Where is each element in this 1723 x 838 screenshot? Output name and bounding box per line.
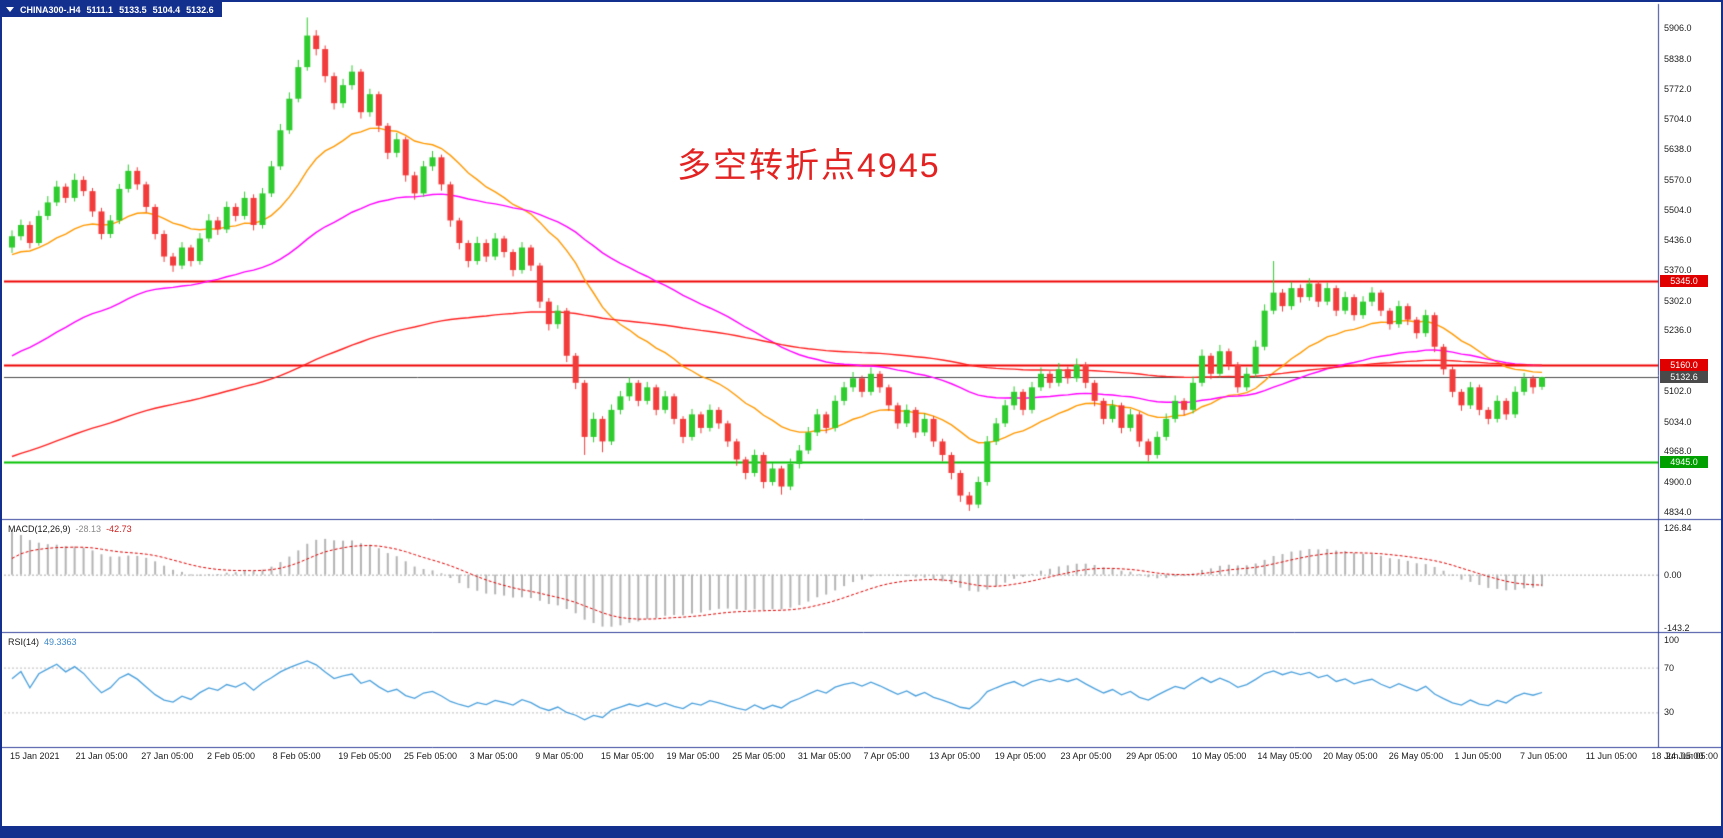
time-tick-label: 9 Mar 05:00 <box>535 751 584 761</box>
time-tick-label: 2 Feb 05:00 <box>206 751 255 761</box>
time-tick-label: 15 Mar 05:00 <box>600 751 654 761</box>
time-tick-label: 18 Jun 05:00 <box>1651 751 1704 761</box>
price-tick-label: 5370.0 <box>1664 265 1692 276</box>
rsi-indicator-name: RSI(14) <box>8 637 40 647</box>
time-tick-label: 19 Feb 05:00 <box>338 751 392 761</box>
rsi-tick-label: 30 <box>1664 707 1675 718</box>
price-tick-label: 5704.0 <box>1664 114 1692 125</box>
macd-tick-label: 0.00 <box>1664 569 1682 580</box>
time-tick-label: 7 Jun 05:00 <box>1520 751 1568 761</box>
time-tick-label: 26 May 05:00 <box>1388 751 1444 761</box>
price-tag-4945.0: 4945.0 <box>1660 455 1708 468</box>
chart-annotation: 多空转折点4945 <box>677 147 941 185</box>
quote-low: 5104.4 <box>152 4 181 15</box>
time-tick-label: 25 Mar 05:00 <box>732 751 786 761</box>
time-tick-label: 20 May 05:00 <box>1323 751 1378 761</box>
quote-close: 5132.6 <box>186 4 214 15</box>
time-tick-label: 31 Mar 05:00 <box>797 751 851 761</box>
time-tick-label: 3 Mar 05:00 <box>469 751 518 761</box>
chart-icon <box>6 7 14 12</box>
rsi-value: 49.3363 <box>44 637 77 647</box>
time-tick-label: 13 Apr 05:00 <box>929 751 981 761</box>
price-tick-label: 5436.0 <box>1664 235 1692 246</box>
macd-tick-label: -143.2 <box>1664 622 1690 633</box>
window-bottom-bar <box>2 826 1721 838</box>
time-tick-label: 19 Mar 05:00 <box>666 751 720 761</box>
macd-signal-value: -42.73 <box>106 524 132 534</box>
price-tag-5345.0: 5345.0 <box>1660 275 1708 288</box>
time-tick-label: 7 Apr 05:00 <box>863 751 910 761</box>
price-tick-label: 5034.0 <box>1664 416 1692 427</box>
time-tick-label: 24 Jun 05:00 <box>1665 751 1718 761</box>
price-tick-label: 4834.0 <box>1664 506 1692 517</box>
time-tick-label: 15 Jan 2021 <box>10 751 60 761</box>
symbol-label: CHINA300-.H4 <box>20 4 81 15</box>
time-tick-label: 8 Feb 05:00 <box>272 751 321 761</box>
time-tick-label: 25 Feb 05:00 <box>403 751 457 761</box>
price-tag-5160.0: 5160.0 <box>1660 358 1708 371</box>
price-tick-label: 5772.0 <box>1664 83 1692 94</box>
time-tick-label: 14 May 05:00 <box>1257 751 1312 761</box>
price-tick-label: 5504.0 <box>1664 204 1692 215</box>
time-tick-label: 11 Jun 05:00 <box>1585 751 1638 761</box>
quote-high: 5133.5 <box>119 4 147 15</box>
time-tick-label: 23 Apr 05:00 <box>1060 751 1112 761</box>
time-tick-label: 10 May 05:00 <box>1191 751 1247 761</box>
time-tick-label: 29 Apr 05:00 <box>1126 751 1178 761</box>
macd-value: -28.13 <box>75 524 102 534</box>
price-tick-label: 5102.0 <box>1664 385 1692 396</box>
rsi-panel-label: RSI(14) 49.3363 <box>8 637 77 647</box>
rsi-tick-label: 70 <box>1664 662 1675 673</box>
macd-panel-label: MACD(12,26,9) -28.13 -42.73 <box>8 524 132 534</box>
quote-open: 5111.1 <box>86 4 114 15</box>
price-tick-label: 5570.0 <box>1664 174 1692 185</box>
price-tick-label: 5236.0 <box>1664 325 1692 336</box>
symbol-header: CHINA300-.H4 5111.1 5133.5 5104.4 5132.6 <box>2 2 222 17</box>
price-tick-label: 5906.0 <box>1664 23 1692 34</box>
price-tick-label: 4968.0 <box>1664 446 1692 457</box>
price-tick-label: 4900.0 <box>1664 477 1692 488</box>
price-tick-label: 5638.0 <box>1664 144 1692 155</box>
time-tick-label: 21 Jan 05:00 <box>75 751 128 761</box>
time-tick-label: 27 Jan 05:00 <box>141 751 194 761</box>
macd-tick-label: 126.84 <box>1664 522 1692 533</box>
macd-indicator-name: MACD(12,26,9) <box>8 524 71 534</box>
time-tick-label: 19 Apr 05:00 <box>994 751 1046 761</box>
price-tag-5132.6: 5132.6 <box>1660 371 1708 384</box>
price-tick-label: 5302.0 <box>1664 295 1692 306</box>
price-tick-label: 5838.0 <box>1664 54 1692 65</box>
rsi-tick-label: 100 <box>1664 635 1680 645</box>
time-tick-label: 1 Jun 05:00 <box>1454 751 1502 761</box>
